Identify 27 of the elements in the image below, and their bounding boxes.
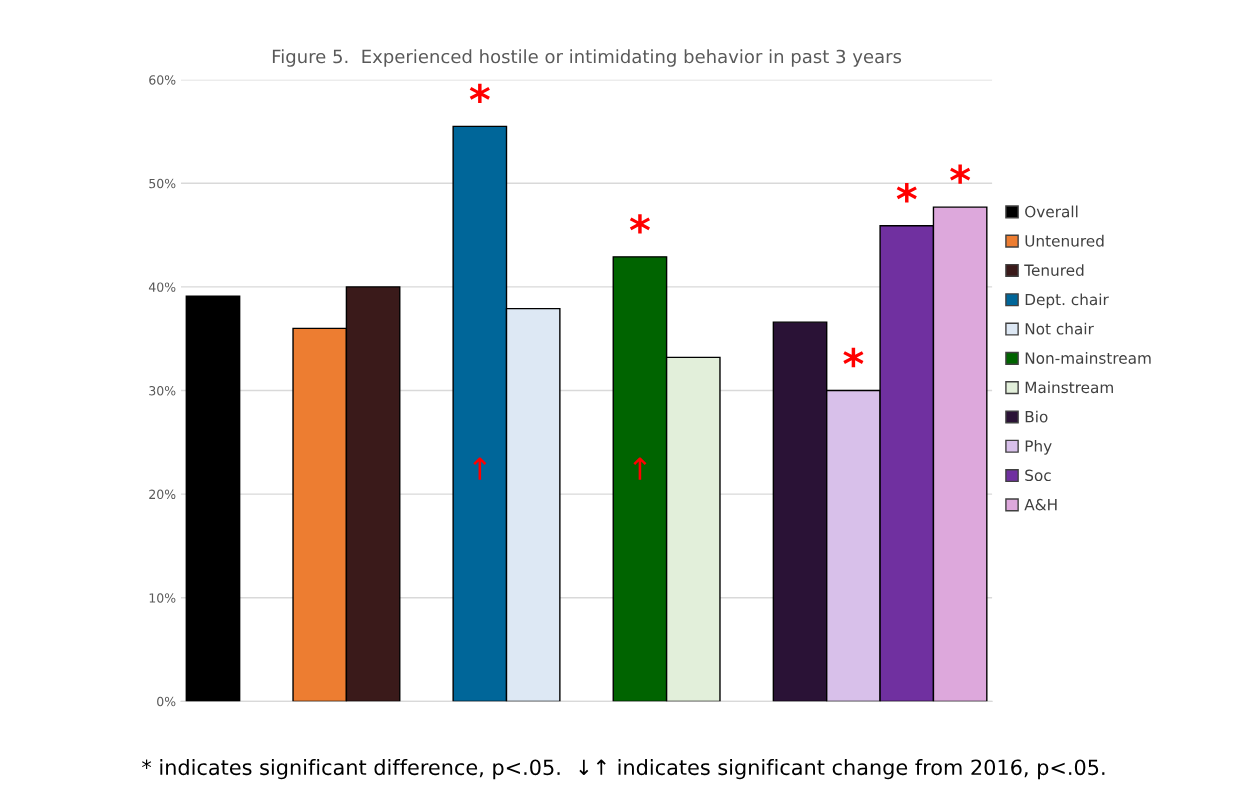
annotation: ↑ [473, 457, 487, 480]
legend-label: Bio [1025, 410, 1048, 423]
legend-label: Soc [1025, 469, 1051, 482]
y-tick-label: 20% [149, 489, 176, 500]
y-tick-label: 50% [149, 178, 176, 189]
legend-label: Non-mainstream [1025, 352, 1151, 364]
data-label: * [950, 164, 971, 184]
data-label: * [896, 183, 917, 203]
y-tick-label: 30% [149, 386, 176, 396]
legend-label: Phy [1025, 439, 1052, 455]
y-tick-label: 0% [157, 696, 176, 707]
y-tick-label: 10% [149, 593, 176, 603]
y-tick-label: 60% [149, 75, 176, 85]
y-tick-label: 40% [148, 282, 176, 292]
legend-label: Untenured [1025, 234, 1104, 247]
annotation: ↑ [633, 457, 647, 480]
legend-label: A&H [1024, 498, 1057, 511]
chart-title: Figure 5. Experienced hostile or intimidating behavior in past 3 years [272, 49, 902, 67]
legend-label: Not chair [1025, 322, 1094, 335]
data-label: * [629, 214, 650, 234]
text: * indicates significant difference, p<.05. ↓↑ indicates significant change from 2016, p<.05. [142, 759, 1105, 780]
legend-label: Dept. chair [1025, 293, 1109, 309]
legend-label: Mainstream [1025, 381, 1113, 394]
data-label: * [469, 83, 490, 103]
data-label: * [843, 347, 864, 368]
legend-label: Overall [1025, 205, 1078, 218]
legend-label: Tenured [1024, 264, 1084, 276]
